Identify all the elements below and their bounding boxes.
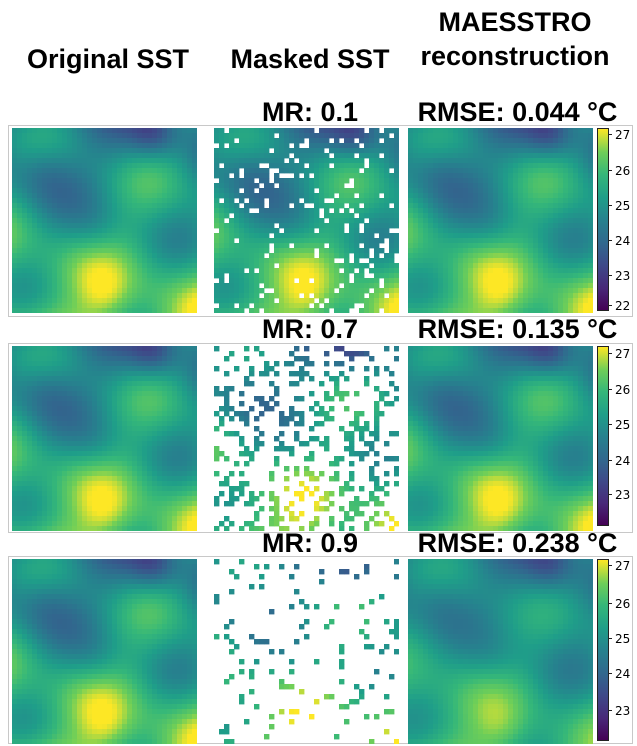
reconstruction-sst-map (408, 346, 593, 531)
colorbar-tick: 26 (607, 165, 630, 177)
column-title-reconstruction-line2: reconstruction (420, 41, 610, 71)
reconstruction-sst-map (408, 559, 593, 744)
colorbar-tick: 27 (607, 129, 630, 141)
column-title-reconstruction-line1: MAESSTRO (438, 7, 592, 37)
masked-sst-map (214, 128, 399, 313)
original-sst-map (12, 559, 197, 744)
colorbar (597, 559, 609, 741)
original-sst-map (12, 128, 197, 313)
masked-sst-map (214, 346, 399, 531)
mask-ratio-label: MR: 0.7 (261, 314, 359, 344)
rmse-label: RMSE: 0.135 °C (417, 314, 618, 344)
original-sst-map (12, 346, 197, 531)
mask-ratio-label: MR: 0.1 (261, 97, 359, 127)
column-title-original: Original SST (26, 44, 190, 74)
colorbar-tick: 23 (607, 705, 630, 717)
colorbar-tick: 25 (607, 633, 630, 645)
colorbar-tick: 25 (607, 419, 630, 431)
colorbar-tick: 24 (607, 235, 630, 247)
colorbar-tick: 27 (607, 560, 630, 572)
colorbar-tick: 24 (607, 668, 630, 680)
colorbar (597, 128, 609, 311)
colorbar-tick: 24 (607, 455, 630, 467)
colorbar-tick: 23 (607, 270, 630, 282)
colorbar-tick: 23 (607, 489, 630, 501)
colorbar-tick: 26 (607, 598, 630, 610)
colorbar (597, 346, 609, 526)
colorbar-tick: 22 (607, 300, 630, 312)
mask-ratio-label: MR: 0.9 (261, 528, 359, 558)
rmse-label: RMSE: 0.238 °C (417, 528, 618, 558)
reconstruction-sst-map (408, 128, 593, 313)
masked-sst-map (214, 559, 399, 744)
column-title-masked: Masked SST (230, 44, 390, 74)
colorbar-tick: 25 (607, 200, 630, 212)
colorbar-tick: 27 (607, 348, 630, 360)
colorbar-tick: 26 (607, 384, 630, 396)
rmse-label: RMSE: 0.044 °C (417, 97, 618, 127)
